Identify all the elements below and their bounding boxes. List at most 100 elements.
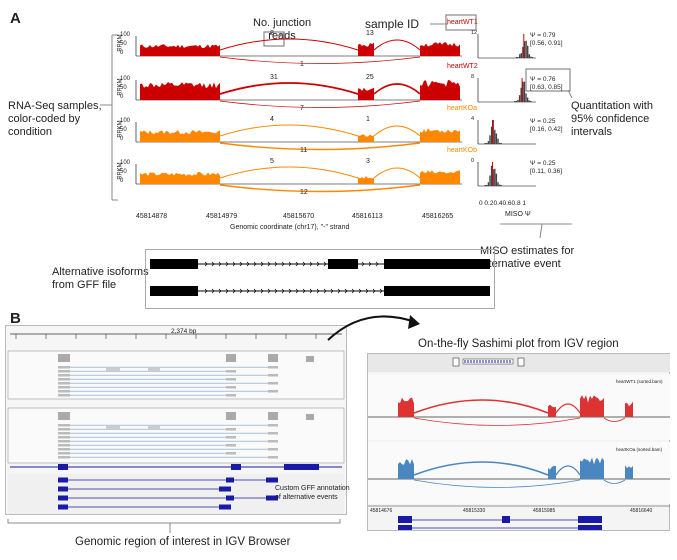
junction-arc-2	[373, 39, 421, 51]
hist-bar	[484, 185, 486, 186]
panel-b-letter: B	[10, 310, 21, 327]
junction-arc-2	[373, 167, 421, 179]
hist-bar	[518, 95, 521, 102]
ytick: 0	[120, 178, 124, 184]
hist-bar	[531, 57, 534, 58]
sashimi-tick-1: 45815330	[463, 508, 486, 514]
junction-count: 31	[270, 74, 278, 81]
psi-ci: [0.56, 0.91]	[530, 40, 563, 47]
genomic-tick-3: 45816113	[352, 213, 383, 220]
isoform-1	[150, 259, 490, 269]
hist-bar	[523, 41, 526, 58]
sample-name: heartWT2	[447, 63, 478, 70]
junction-count: 4	[270, 116, 274, 123]
rnaseq-annotation: RNA-Seq samples, color-coded by conditio…	[8, 100, 102, 138]
sample-id-box	[445, 14, 477, 31]
hist-bar	[492, 120, 494, 144]
sashimi-tick-2: 45815985	[533, 508, 556, 514]
ytick: 50	[120, 127, 127, 133]
sashimi-tick-3: 45816640	[630, 508, 653, 514]
ytick: 0	[120, 94, 124, 100]
igv-scale-label: 2,374 bp	[171, 328, 197, 335]
ytick: 0	[120, 50, 124, 56]
junction-count: 7	[300, 105, 304, 112]
coverage-exon3	[420, 42, 460, 56]
ci-box	[525, 68, 571, 92]
junction-arc-skip	[219, 184, 421, 193]
coverage-exon2	[358, 87, 374, 100]
sashimi-plot-a	[100, 14, 573, 239]
coverage-exon1	[140, 172, 220, 184]
gff-annotation-label: Custom GFF annotation of alternative eve…	[275, 485, 350, 501]
hist-bar	[528, 100, 530, 102]
ytick: 100	[120, 160, 131, 166]
hist-bar	[486, 143, 488, 144]
hist-bar	[500, 143, 502, 144]
igv-sashimi-window: heartWT1 (sorted.bam) heartKOa (sorted.b…	[367, 353, 670, 531]
hist-bar	[494, 129, 496, 144]
track-label-wt: heartWT1 (sorted.bam)	[616, 379, 663, 384]
hist-bar	[495, 173, 498, 186]
junction-arc-1	[219, 38, 359, 51]
hist-bar	[525, 93, 527, 102]
hist-ytick: 4	[471, 116, 475, 122]
miso-bracket-left	[539, 223, 543, 239]
ytick: 50	[120, 41, 127, 47]
coverage-exon1	[140, 130, 220, 142]
junction-arc-skip	[219, 56, 421, 64]
sample-track-heartKOa	[135, 120, 536, 151]
hist-bar	[495, 133, 498, 144]
isoform-2	[150, 286, 490, 296]
hist-bar	[500, 185, 502, 186]
junction-count: 13	[366, 30, 374, 37]
hist-bar	[519, 54, 521, 58]
hist-bar	[498, 142, 501, 144]
hist-bar	[494, 168, 496, 186]
psi-value: Ψ = 0.79	[530, 32, 556, 39]
coverage-exon3	[420, 128, 460, 142]
coverage-exon3	[420, 80, 460, 100]
isoform-panel	[145, 249, 495, 309]
psi-ci: [0.63, 0.85]	[530, 84, 563, 91]
ytick: 100	[120, 118, 131, 124]
igv-bracket	[7, 519, 341, 533]
junction-arc-2	[373, 125, 421, 137]
hist-bar	[497, 138, 499, 144]
quantitation-annotation: Quantitation with 95% confidence interva…	[571, 100, 653, 138]
hist-bar	[487, 141, 490, 144]
hist-bar	[520, 53, 523, 58]
hist-bar	[490, 165, 493, 186]
sashimi-tick-0: 45814676	[370, 508, 393, 514]
igv-sashimi-svg	[368, 354, 670, 530]
genomic-tick-4: 45816265	[422, 213, 454, 220]
hist-bar	[489, 135, 491, 144]
hist-bar	[527, 45, 529, 58]
coverage-exon2	[358, 42, 374, 56]
coverage-exon2	[358, 176, 374, 184]
junction-arc-skip	[219, 100, 421, 108]
hist-bar	[517, 57, 519, 58]
sample-track-heartKOb	[135, 162, 536, 193]
sample-name: heartKOa	[447, 105, 477, 112]
panel-a-letter: A	[10, 10, 21, 27]
hist-bar	[517, 99, 519, 102]
hist-bar	[520, 87, 522, 102]
hist-bar	[530, 101, 532, 102]
junction-count: 1	[366, 116, 370, 123]
psi-ci: [0.16, 0.42]	[530, 126, 563, 133]
hist-bar	[526, 97, 529, 102]
junction-arc-1	[219, 124, 359, 137]
hist-bar	[523, 81, 526, 102]
junction-count: 12	[300, 189, 308, 196]
igv-tracks	[7, 333, 345, 514]
sample-id-annotation: sample ID	[365, 17, 420, 31]
hist-bar	[525, 40, 527, 58]
flow-arrow	[327, 315, 420, 341]
hist-bar	[489, 175, 491, 186]
miso-xticks: 0 0.20.40.60.8 1	[479, 200, 526, 207]
hist-bar	[530, 56, 532, 58]
sashimi-title: On-the-fly Sashimi plot from IGV region	[418, 338, 619, 350]
sample-name: heartWT1	[447, 19, 478, 26]
genomic-tick-2: 45815670	[283, 213, 315, 220]
hist-bar	[515, 100, 518, 102]
